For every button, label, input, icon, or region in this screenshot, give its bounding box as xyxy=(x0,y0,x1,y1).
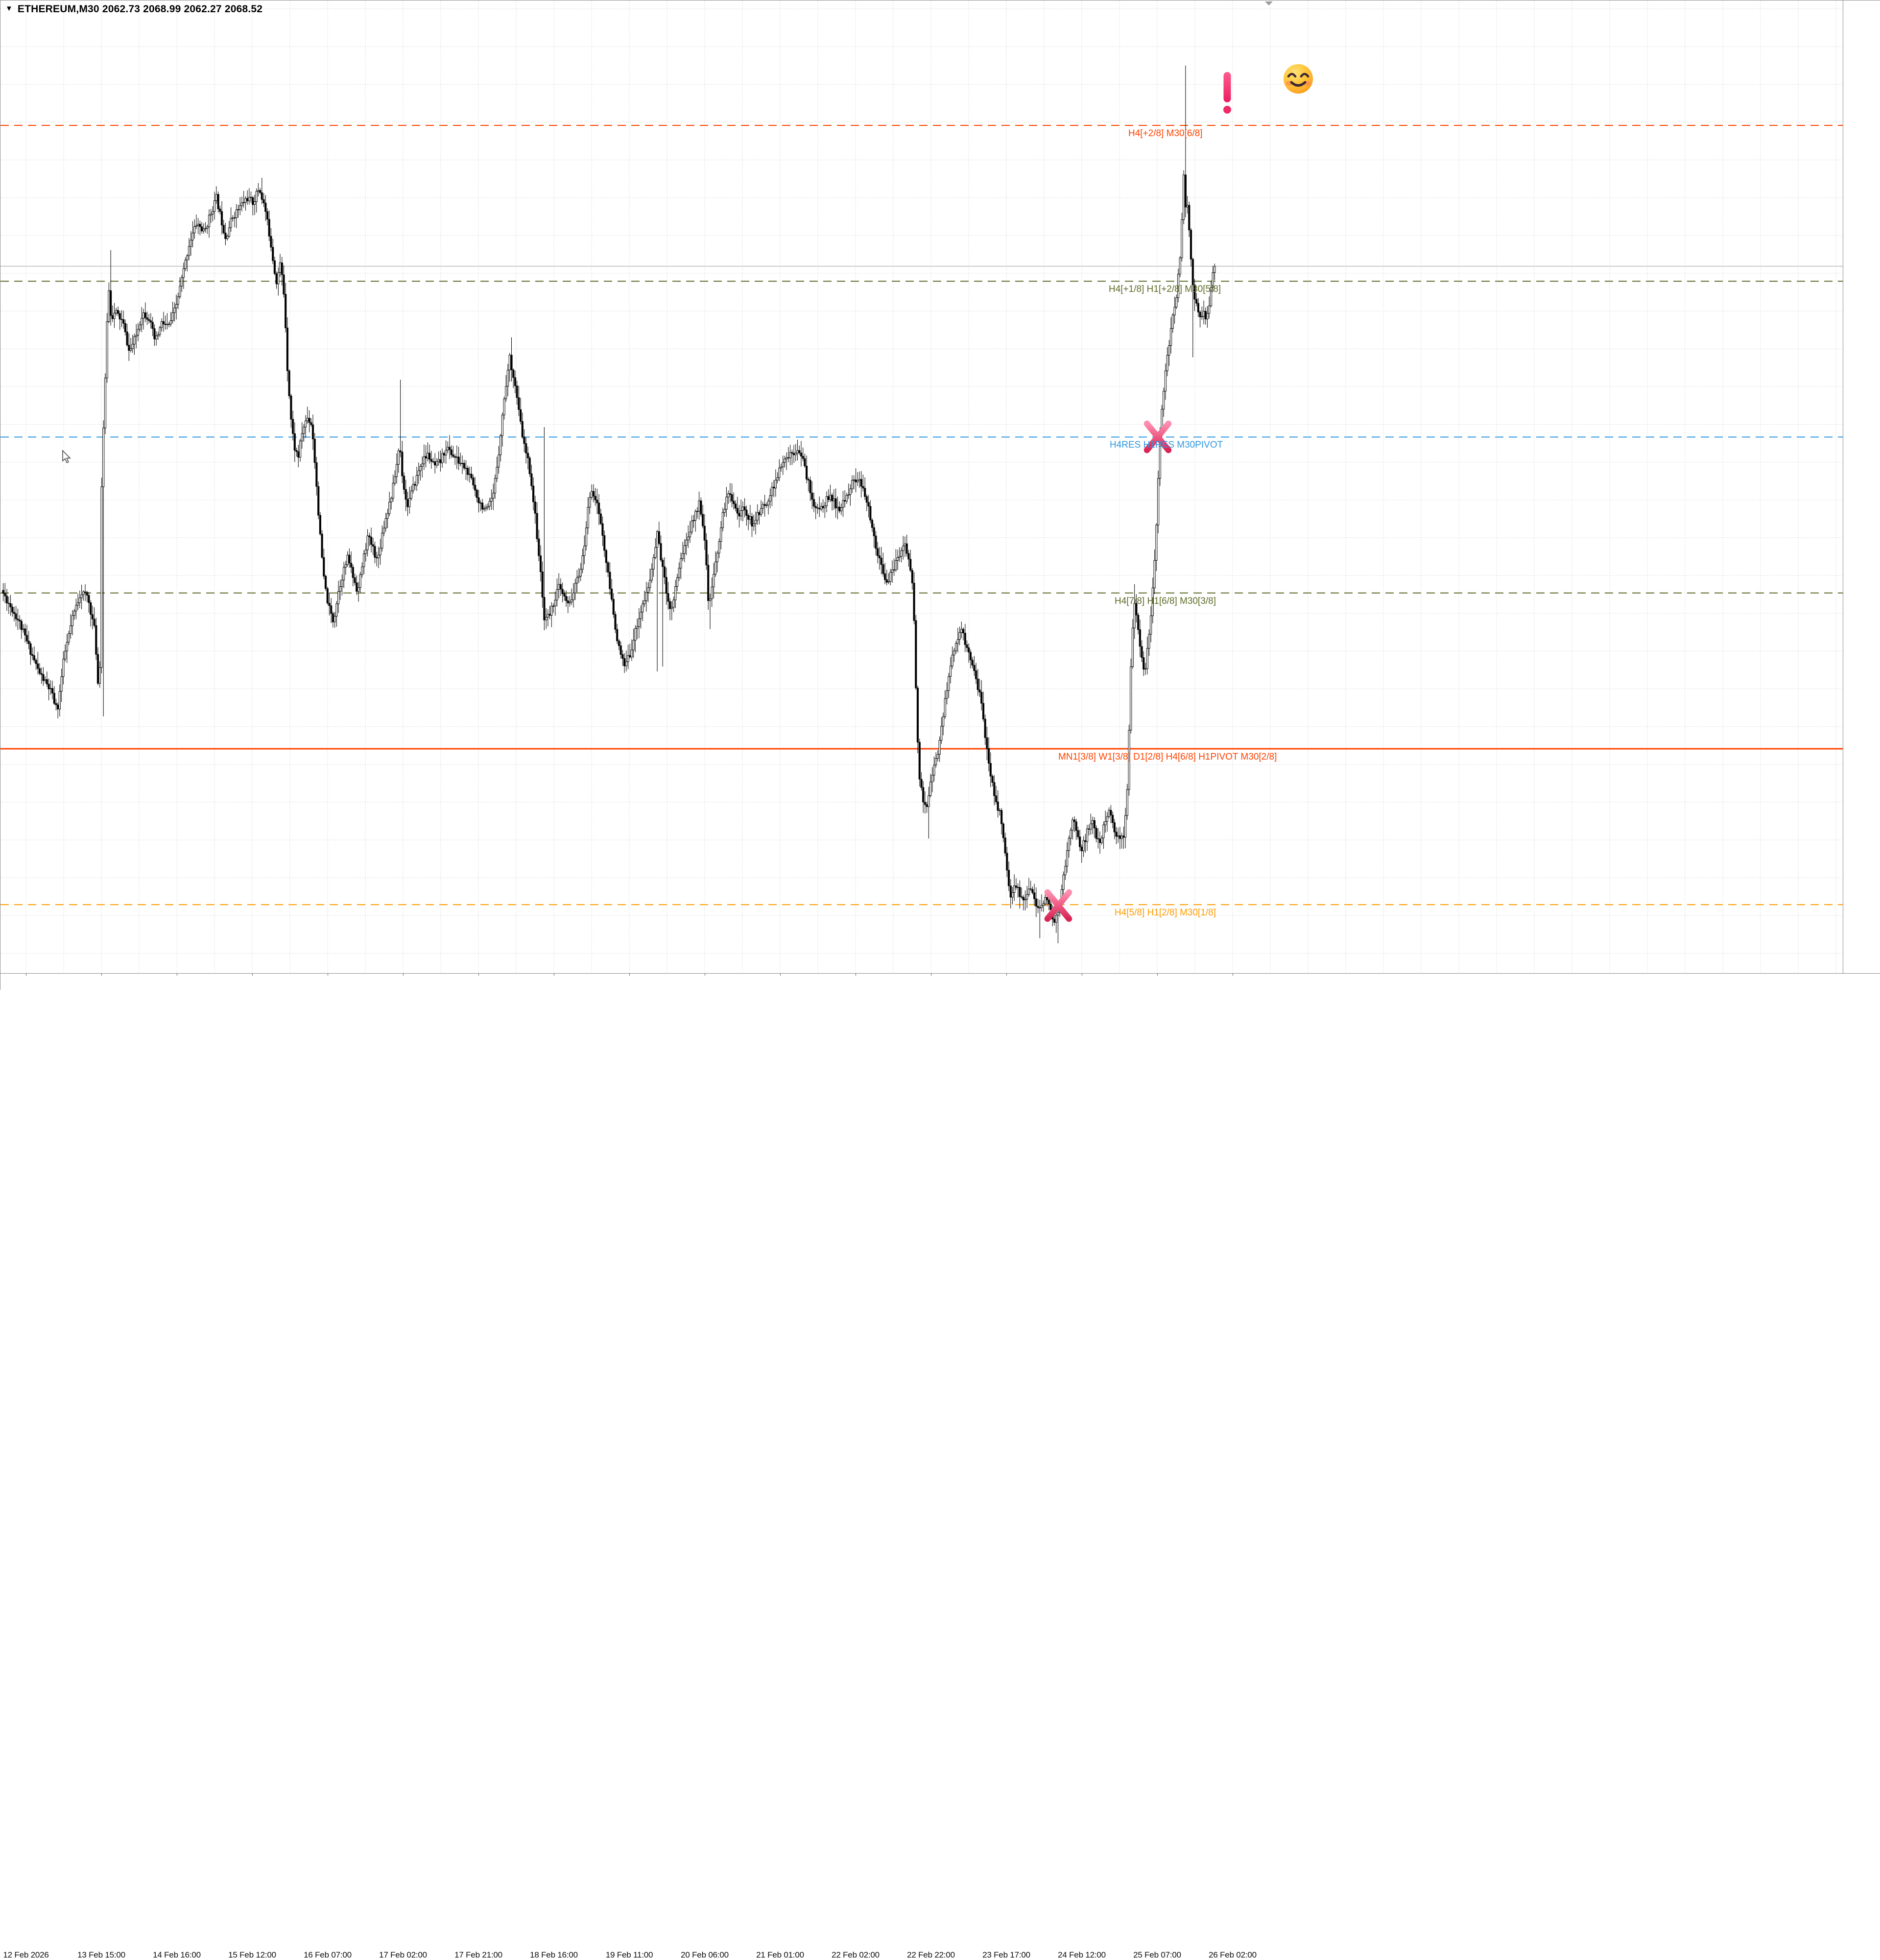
exclamation-mark-annotation[interactable] xyxy=(1223,72,1231,114)
chart-shift-marker[interactable] xyxy=(1265,1,1273,5)
time-axis-label: 25 Feb 07:00 xyxy=(1133,1950,1181,1960)
time-axis-separator xyxy=(0,973,1880,974)
time-axis-tick xyxy=(629,973,630,976)
level-label: H4[+2/8] M30[6/8] xyxy=(1128,128,1203,139)
level-label: H4[5/8] H1[2/8] M30[1/8] xyxy=(1115,908,1216,918)
symbol-dropdown-icon[interactable]: ▼ xyxy=(5,4,13,13)
time-axis-tick xyxy=(403,973,404,976)
level-label: H4[+1/8] H1[+2/8] M30[5/8] xyxy=(1109,284,1221,295)
time-axis-tick xyxy=(1006,973,1007,976)
time-axis-tick xyxy=(1157,973,1158,976)
time-axis-label: 13 Feb 15:00 xyxy=(77,1950,125,1960)
time-axis-label: 14 Feb 16:00 xyxy=(153,1950,201,1960)
time-axis[interactable]: 12 Feb 2026 13 Feb 15:00 14 Feb 16:00 15 Fe… xyxy=(0,974,1880,1960)
mouse-cursor-icon xyxy=(62,450,71,463)
time-axis-label: 22 Feb 22:00 xyxy=(907,1950,955,1960)
candle-wicks xyxy=(3,65,1215,943)
time-axis-label: 19 Feb 11:00 xyxy=(605,1950,653,1960)
chart-title-bar: ▼ ETHEREUM,M30 2062.73 2068.99 2062.27 20… xyxy=(5,3,262,15)
time-axis-label: 26 Feb 02:00 xyxy=(1209,1950,1257,1960)
time-axis-label: 22 Feb 02:00 xyxy=(832,1950,880,1960)
time-axis-label: 12 Feb 2026 xyxy=(3,1950,49,1960)
pivot-cross-mark[interactable] xyxy=(1143,420,1172,454)
time-axis-label: 23 Feb 17:00 xyxy=(982,1950,1030,1960)
level-label: MN1[3/8] W1[3/8] D1[2/8] H4[6/8] H1PIVOT… xyxy=(1058,751,1277,762)
symbol-ohlc-text: ETHEREUM,M30 2062.73 2068.99 2062.27 206… xyxy=(17,3,263,15)
time-axis-tick xyxy=(252,973,253,976)
level-label: H4[7/8] H1[6/8] M30[3/8] xyxy=(1115,596,1216,606)
price-axis[interactable]: 2171.752156.602141.452126.302111.302096.… xyxy=(1843,0,1880,973)
time-axis-label: 16 Feb 07:00 xyxy=(304,1950,352,1960)
time-axis-tick xyxy=(780,973,781,976)
time-axis-tick xyxy=(478,973,479,976)
chart-canvas[interactable] xyxy=(0,0,1843,973)
level-label: H4RES H1RES M30PIVOT xyxy=(1110,440,1223,451)
sell-cross-mark[interactable] xyxy=(1044,889,1072,922)
time-axis-label: 15 Feb 12:00 xyxy=(228,1950,276,1960)
time-axis-label: 21 Feb 01:00 xyxy=(756,1950,804,1960)
smiley-emoji-annotation[interactable] xyxy=(1284,64,1313,94)
time-axis-label: 18 Feb 16:00 xyxy=(530,1950,578,1960)
time-axis-label: 17 Feb 21:00 xyxy=(454,1950,502,1960)
time-axis-label: 20 Feb 06:00 xyxy=(681,1950,729,1960)
time-axis-label: 24 Feb 12:00 xyxy=(1058,1950,1106,1960)
time-axis-tick xyxy=(101,973,102,976)
candles-bearish xyxy=(2,174,1207,923)
time-axis-label: 17 Feb 02:00 xyxy=(379,1950,427,1960)
candles-bullish xyxy=(22,174,1216,923)
